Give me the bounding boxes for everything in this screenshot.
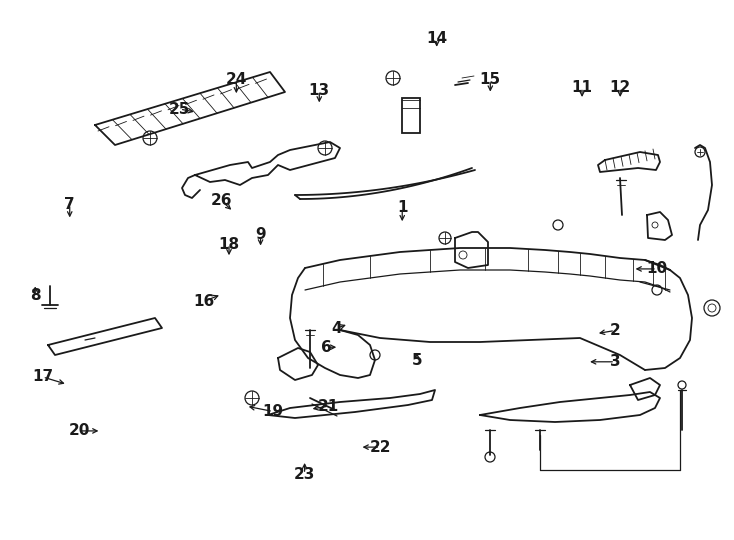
Text: 12: 12 — [610, 80, 631, 95]
Text: 21: 21 — [319, 399, 339, 414]
Text: 13: 13 — [309, 83, 330, 98]
Text: 22: 22 — [369, 440, 391, 455]
Text: 11: 11 — [572, 80, 592, 95]
Text: 23: 23 — [294, 467, 316, 482]
Text: 7: 7 — [65, 197, 75, 212]
Text: 1: 1 — [397, 200, 407, 215]
Text: 15: 15 — [480, 72, 501, 87]
Circle shape — [704, 300, 720, 316]
Text: 6: 6 — [321, 340, 332, 355]
Text: 9: 9 — [255, 227, 266, 242]
Text: 14: 14 — [426, 31, 447, 46]
Text: 20: 20 — [68, 423, 90, 438]
Text: 26: 26 — [211, 193, 233, 208]
Text: 16: 16 — [194, 294, 214, 309]
Text: 5: 5 — [412, 353, 422, 368]
Text: 3: 3 — [610, 354, 620, 369]
Text: 17: 17 — [32, 369, 53, 384]
FancyBboxPatch shape — [402, 98, 420, 133]
Text: 10: 10 — [647, 261, 667, 276]
Text: 25: 25 — [169, 102, 191, 117]
Text: 8: 8 — [30, 288, 40, 303]
Text: 19: 19 — [263, 404, 283, 419]
Text: 24: 24 — [225, 72, 247, 87]
Text: 2: 2 — [610, 323, 620, 338]
Text: 18: 18 — [219, 237, 239, 252]
Text: 4: 4 — [331, 321, 341, 336]
